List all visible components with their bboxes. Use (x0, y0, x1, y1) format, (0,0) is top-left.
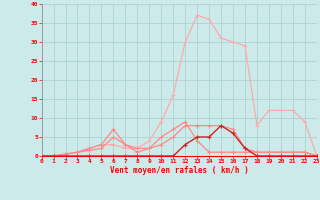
X-axis label: Vent moyen/en rafales ( km/h ): Vent moyen/en rafales ( km/h ) (110, 166, 249, 175)
